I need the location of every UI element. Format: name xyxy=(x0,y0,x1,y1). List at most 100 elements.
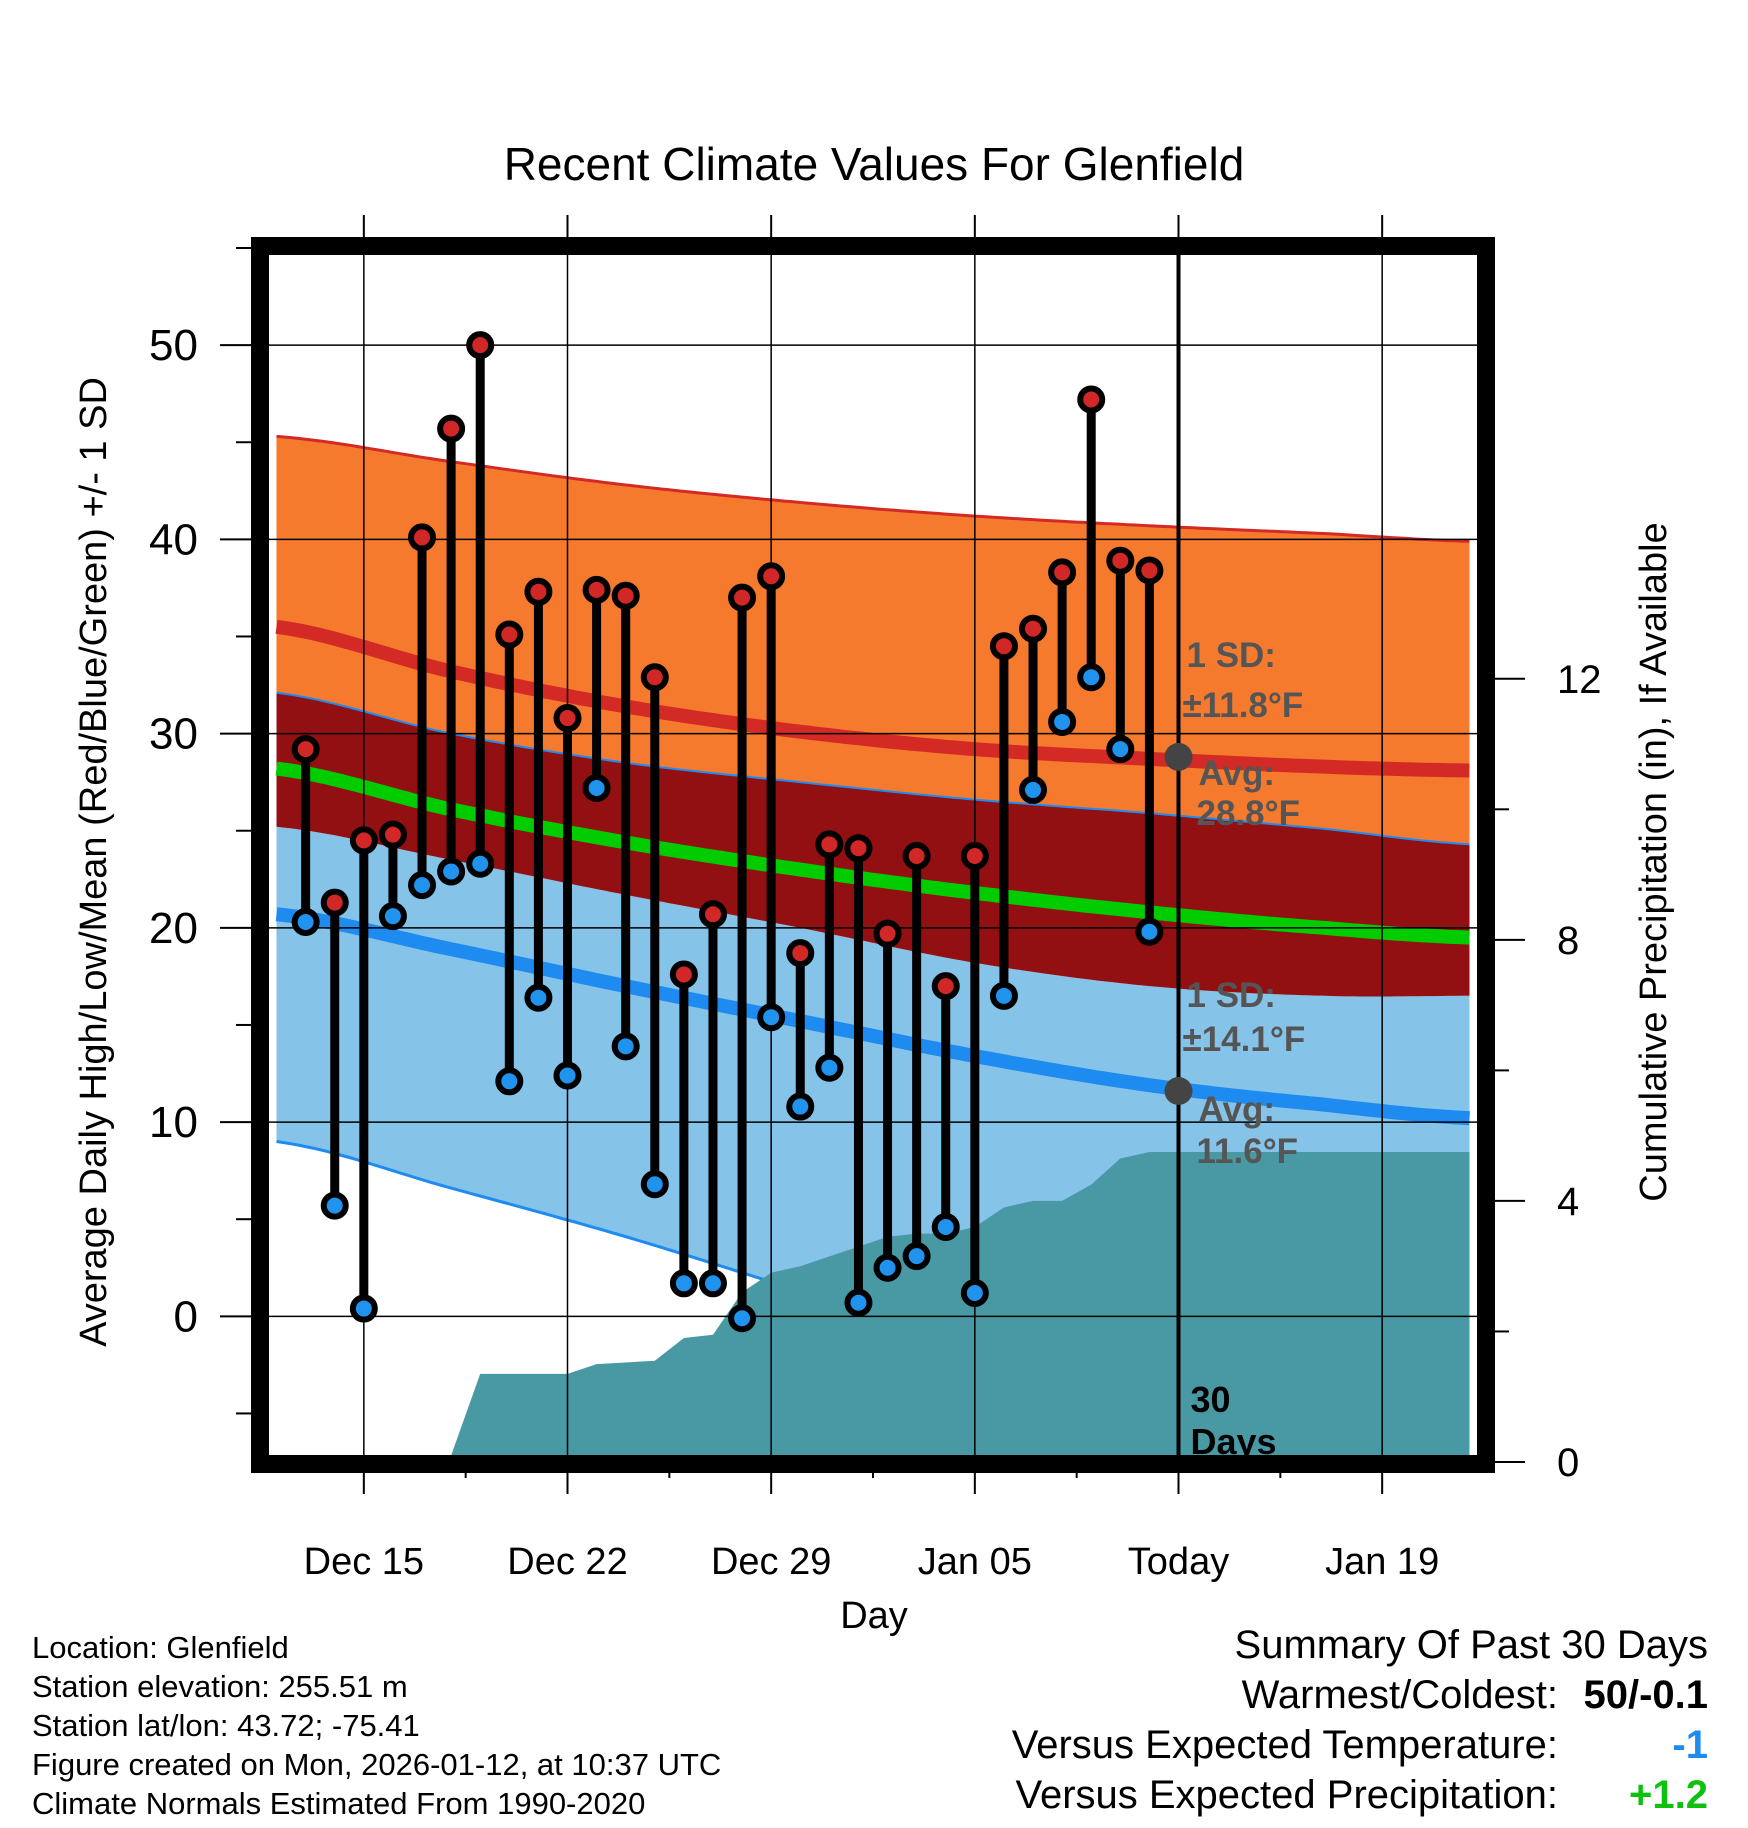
low-point xyxy=(291,908,320,937)
temp-value: -1 xyxy=(1672,1723,1708,1767)
high-point xyxy=(931,972,960,1001)
low-point xyxy=(495,1067,524,1096)
low-point xyxy=(1106,735,1135,764)
x-tick-label: Dec 15 xyxy=(304,1541,424,1583)
high-point xyxy=(698,900,727,929)
high-point xyxy=(611,581,640,610)
y-tick-label: 30 xyxy=(149,710,198,759)
low-avg-today-dot xyxy=(1164,1077,1193,1106)
axis-labels: Day Average Daily High/Low/Mean (Red/Blue… xyxy=(73,248,1675,1637)
low-avg-label: Avg: xyxy=(1199,1090,1275,1129)
precip-value: +1.2 xyxy=(1629,1773,1708,1817)
high-sd-label: 1 SD: xyxy=(1187,636,1276,675)
low-point xyxy=(815,1053,844,1082)
plot-area xyxy=(275,434,1470,1462)
y-axis-label: Average Daily High/Low/Mean (Red/Blue/Gr… xyxy=(73,377,115,1347)
high-point xyxy=(989,632,1018,661)
low-point xyxy=(786,1092,815,1121)
low-point xyxy=(466,849,495,878)
low-point xyxy=(989,981,1018,1010)
plot-frame xyxy=(251,237,1495,1473)
low-avg-value: 11.6°F xyxy=(1197,1132,1299,1171)
summary-warmest-row: Warmest/Coldest: 50/-0.1 xyxy=(1012,1670,1708,1720)
high-point xyxy=(844,834,873,863)
x-tick-label: Jan 19 xyxy=(1325,1541,1439,1583)
low-point xyxy=(902,1242,931,1271)
low-point xyxy=(873,1253,902,1282)
low-point xyxy=(1077,663,1106,692)
high-point xyxy=(960,841,989,870)
high-sd-value: ±11.8°F xyxy=(1183,686,1304,725)
summary-panel: Summary Of Past 30 Days Warmest/Coldest:… xyxy=(1012,1620,1708,1820)
low-point xyxy=(728,1304,757,1333)
high-point xyxy=(1048,558,1077,587)
high-point xyxy=(669,960,698,989)
high-point xyxy=(378,820,407,849)
high-point xyxy=(524,577,553,606)
low-point xyxy=(320,1191,349,1220)
low-point xyxy=(378,902,407,931)
low-point xyxy=(408,871,437,900)
high-minus-sd-line xyxy=(276,691,1470,846)
y2-tick-label: 4 xyxy=(1557,1180,1579,1224)
low-sd-value: ±14.1°F xyxy=(1183,1020,1306,1059)
y2-tick-label: 12 xyxy=(1557,658,1602,702)
daily-observations xyxy=(291,331,1164,1333)
y-tick-label: 0 xyxy=(174,1292,198,1341)
chart-title: Recent Climate Values For Glenfield xyxy=(504,138,1245,190)
high-point xyxy=(873,919,902,948)
mean-avg-line xyxy=(275,761,1470,945)
low-point xyxy=(698,1269,727,1298)
high-avg-label: Avg: xyxy=(1199,754,1275,793)
high-point xyxy=(640,663,669,692)
days-word: Days xyxy=(1191,1421,1277,1462)
high-point xyxy=(786,939,815,968)
high-point xyxy=(437,414,466,443)
high-plus-sd-line xyxy=(276,434,1470,543)
high-point xyxy=(495,620,524,649)
high-point xyxy=(553,704,582,733)
low-point xyxy=(524,983,553,1012)
high-point xyxy=(1135,556,1164,585)
low-point xyxy=(611,1032,640,1061)
summary-temp-row: Versus Expected Temperature: -1 xyxy=(1012,1720,1708,1770)
y2-axis-label: Cumulative Precipitation (in), If Availa… xyxy=(1633,522,1675,1201)
x-tick-label: Dec 22 xyxy=(507,1541,627,1583)
station-info: Location: Glenfield Station elevation: 2… xyxy=(32,1628,721,1823)
precip-label: Versus Expected Precipitation: xyxy=(1015,1773,1558,1817)
temp-label: Versus Expected Temperature: xyxy=(1011,1723,1558,1767)
high-point xyxy=(1019,614,1048,643)
high-point xyxy=(408,523,437,552)
x-tick-label: Dec 29 xyxy=(711,1541,831,1583)
y-tick-label: 50 xyxy=(149,321,198,370)
high-point xyxy=(728,583,757,612)
axis-ticks: Dec 15 Dec 22 Dec 29 Jan 05 Today Jan 19 0 10 20… xyxy=(149,215,1602,1583)
high-point xyxy=(466,331,495,360)
low-point xyxy=(1019,775,1048,804)
low-sd-label: 1 SD: xyxy=(1187,976,1276,1015)
y-tick-label: 10 xyxy=(149,1098,198,1147)
high-point xyxy=(1077,385,1106,414)
high-point xyxy=(1106,546,1135,575)
low-point xyxy=(757,1003,786,1032)
high-avg-today-dot xyxy=(1164,742,1193,771)
days-number: 30 xyxy=(1191,1379,1231,1420)
normals-text: Climate Normals Estimated From 1990-2020 xyxy=(32,1786,646,1821)
high-avg-value: 28.8°F xyxy=(1197,794,1301,833)
warmest-value: 50/-0.1 xyxy=(1583,1673,1708,1717)
summary-precip-row: Versus Expected Precipitation: +1.2 xyxy=(1012,1770,1708,1820)
low-point xyxy=(669,1269,698,1298)
low-point xyxy=(1048,707,1077,736)
warmest-label: Warmest/Coldest: xyxy=(1241,1673,1558,1717)
high-point xyxy=(349,826,378,855)
created-text: Figure created on Mon, 2026-01-12, at 10… xyxy=(32,1747,722,1782)
low-point xyxy=(582,773,611,802)
y2-tick-label: 0 xyxy=(1557,1441,1579,1485)
y-tick-label: 40 xyxy=(149,515,198,564)
high-point xyxy=(815,830,844,859)
x-tick-label: Today xyxy=(1128,1541,1229,1583)
high-point xyxy=(902,841,931,870)
low-avg-line xyxy=(275,907,1470,1126)
